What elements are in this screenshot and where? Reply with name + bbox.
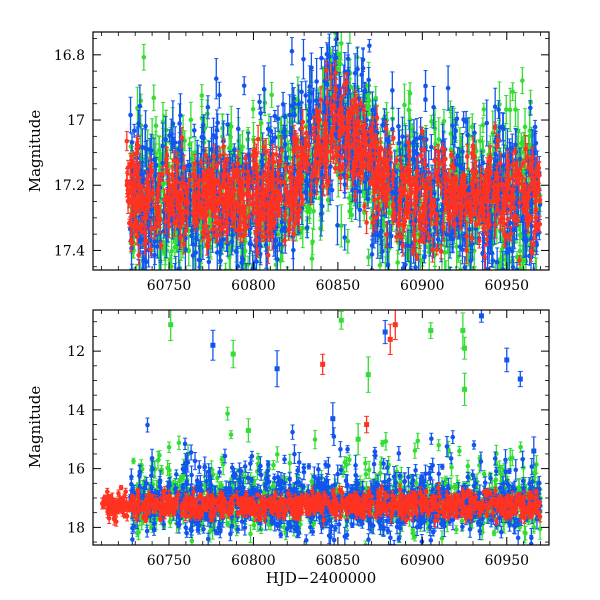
top-x-tick-label: 60950 [485,278,530,294]
data-point-green [366,248,371,267]
data-point-green [309,243,315,270]
top-y-tick-label: 17.2 [54,178,85,194]
data-point-green [513,91,518,127]
top-x-tick-label: 60750 [147,278,192,294]
top-data-points [124,32,543,270]
data-point-green [406,90,412,130]
data-point-green [338,204,344,248]
data-point-green [507,87,513,132]
data-point-green [490,110,496,156]
data-point-green [300,208,306,249]
data-point-green [250,99,256,119]
top-x-tick-label: 60900 [400,278,445,294]
top-y-tick-label: 17.4 [54,243,85,259]
data-point-green [134,263,139,270]
data-point-green [269,82,274,108]
top-x-tick-label: 60800 [231,278,276,294]
top-x-tick-label: 60850 [316,278,361,294]
data-point-green [349,207,355,223]
data-point-green [345,228,351,254]
top-panel: 60750 60800 60850 60900 60950 16.8 17 17.2 17.4… [26,31,550,294]
data-point-green [347,203,352,220]
top-y-axis-label: Magnitude [26,110,44,193]
data-point-green [447,266,452,270]
top-y-tick-label: 17 [67,113,85,129]
top-y-tick-label: 16.8 [54,48,85,64]
